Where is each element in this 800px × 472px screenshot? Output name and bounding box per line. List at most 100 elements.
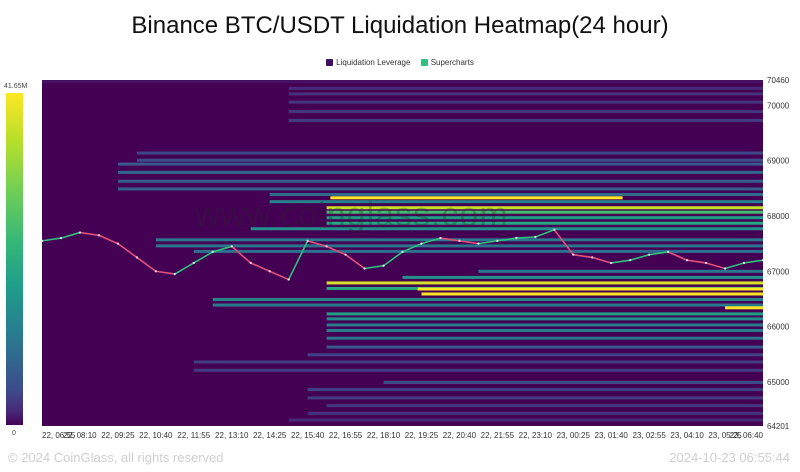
price-point-19 [401,250,404,254]
price-line-segment-29 [572,253,594,259]
heatmap-band-37 [193,368,763,372]
heatmap-segment-0 [330,196,623,200]
price-point-14 [306,239,309,243]
price-line-segment-30 [591,256,613,264]
price-line-segment-23 [458,240,480,245]
price-point-29 [591,256,594,259]
heatmap-band-2 [288,92,763,96]
heatmap-band-33 [326,336,763,340]
chart-title: Binance BTC/USDT Liquidation Heatmap(24 … [131,12,669,39]
price-line-segment-27 [534,229,556,238]
price-line-segment-38 [743,259,764,264]
price-line-segment-15 [306,240,328,248]
x-tick-label: 23, 02:55 [632,431,666,440]
x-tick-label: 23, 06:40 [730,431,764,440]
heatmap-band-15 [326,210,763,214]
x-tick-label: 22, 06:55 [42,431,76,440]
price-line-segment-12 [249,262,271,273]
price-point-10 [230,245,233,248]
heatmap-band-28 [212,303,763,307]
legend-item-liquidation-leverage[interactable]: Liquidation Leverage [326,58,410,67]
x-tick-label: 22, 19:25 [405,431,439,440]
x-tick-label: 22, 20:40 [443,431,477,440]
legend-label-supercharts: Supercharts [430,58,474,67]
price-point-5 [135,256,139,259]
price-point-37 [742,261,746,265]
heatmap-band-23 [402,275,763,279]
legend-swatch-supercharts [420,59,428,66]
y-tick-label: 64201 [767,422,790,431]
heatmap-band-22 [478,269,763,273]
price-line-segment-25 [496,237,518,242]
x-tick-label: 22, 21:55 [481,431,515,440]
footer-timestamp: 2024-10-23 06:55:44 [669,450,790,465]
price-point-18 [382,264,385,267]
price-point-1 [59,236,63,240]
price-line-segment-28 [553,229,575,256]
price-line-segment-20 [401,242,423,253]
x-tick-label: 23, 04:10 [670,431,704,440]
heatmap-band-29 [326,312,763,316]
heatmap-band-17 [326,221,763,225]
price-line-segment-14 [287,240,309,281]
price-line-segment-3 [79,231,100,237]
price-line-segment-16 [325,245,347,256]
y-tick-label: 70000 [767,101,790,110]
colorbar [6,93,23,425]
price-point-22 [458,239,461,243]
price-line-segment-24 [477,240,499,245]
colorbar-min-label: 0 [12,430,16,437]
heatmap-band-3 [288,100,763,104]
x-tick-label: 22, 09:25 [101,431,135,440]
price-point-15 [325,245,328,248]
price-line-segment-31 [610,259,631,264]
heatmap-band-30 [326,317,763,321]
price-point-34 [685,259,689,262]
price-line-segment-33 [648,251,669,256]
price-point-20 [420,242,423,245]
heatmap-band-4 [288,110,763,114]
heatmap-band-32 [326,328,763,332]
price-line-segment-32 [629,253,650,262]
heatmap-band-0 [42,80,763,84]
price-line-segment-17 [344,253,366,270]
price-point-31 [628,259,632,262]
heatmap-band-16 [326,216,763,220]
heatmap-band-39 [307,388,763,392]
price-point-11 [249,261,252,265]
price-line-segment-35 [686,259,707,264]
price-point-32 [647,253,651,256]
price-point-30 [610,261,613,265]
price-line-segment-7 [155,270,176,275]
x-tick-label: 23, 01:40 [595,431,629,440]
chart-legend: Liquidation Leverage Supercharts [0,58,800,67]
price-point-21 [439,236,442,240]
price-point-36 [723,267,727,270]
price-line-segment-18 [363,264,385,270]
legend-label-liquidation-leverage: Liquidation Leverage [336,58,411,67]
x-tick-label: 22, 14:25 [253,431,287,440]
price-line-segment-37 [724,262,745,270]
heatmap-band-24 [326,281,763,285]
price-line-segment-22 [439,237,461,242]
price-point-24 [496,239,499,243]
price-point-27 [553,228,556,232]
heatmap-band-42 [307,411,763,415]
heatmap-band-26 [421,292,763,296]
heatmap-band-12 [269,192,763,196]
x-tick-label: 22, 08:10 [63,431,97,440]
y-tick-label: 65000 [767,378,790,387]
price-line-segment-19 [382,251,404,267]
price-line-segment-6 [136,256,157,273]
heatmap-band-43 [288,418,763,422]
price-line-segment-13 [268,270,290,281]
legend-item-supercharts[interactable]: Supercharts [420,58,474,67]
price-point-23 [477,242,480,245]
price-line-segment-4 [98,234,119,245]
heatmap-band-35 [307,353,763,357]
heatmap-band-5 [288,118,763,122]
heatmap-band-6 [136,151,764,155]
price-point-26 [534,235,537,239]
price-point-8 [192,261,195,265]
